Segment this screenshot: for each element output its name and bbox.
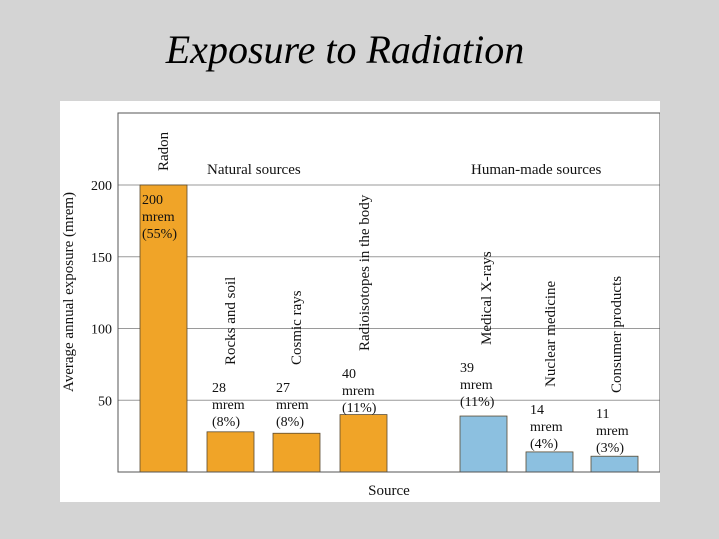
bar xyxy=(339,414,388,473)
category-label: Nuclear medicine xyxy=(543,280,559,387)
category-label: Rocks and soil xyxy=(223,277,239,365)
y-tick-label: 200 xyxy=(91,179,112,194)
group-label-natural: Natural sources xyxy=(207,162,301,178)
category-label: Cosmic rays xyxy=(289,290,305,365)
slide-title: Exposure to Radiation xyxy=(165,27,525,72)
y-tick-label: 100 xyxy=(91,323,112,338)
bar xyxy=(206,431,255,473)
value-label: 200 mrem (55%) xyxy=(142,193,177,242)
bar xyxy=(459,415,508,473)
bar xyxy=(272,432,321,473)
category-label: Medical X-rays xyxy=(479,251,495,345)
value-label: 40 mrem (11%) xyxy=(342,367,377,416)
category-label: Radioisotopes in the body xyxy=(357,194,373,351)
y-tick-label: 50 xyxy=(98,394,112,409)
y-tick-label: 150 xyxy=(91,251,112,266)
value-label: 14 mrem (4%) xyxy=(530,403,563,452)
chart-panel: 50 100 150 200 Radon Rocks and soil Cosmic ray… xyxy=(60,101,660,502)
category-label: Radon xyxy=(156,131,172,171)
value-label: 39 mrem (11%) xyxy=(460,361,495,410)
value-label: 28 mrem (8%) xyxy=(212,381,245,430)
category-label: Consumer products xyxy=(609,276,625,393)
bar-chart: 50 100 150 200 Radon Rocks and soil Cosmic ray… xyxy=(61,112,660,499)
bar xyxy=(590,455,639,473)
x-axis-label: Source xyxy=(368,483,410,499)
y-axis-label: Average annual exposure (mrem) xyxy=(61,192,77,392)
group-label-human-made: Human-made sources xyxy=(471,162,602,178)
bar xyxy=(525,451,574,473)
bar xyxy=(139,184,188,473)
value-label: 27 mrem (8%) xyxy=(276,381,309,430)
value-label: 11 mrem (3%) xyxy=(596,407,629,456)
